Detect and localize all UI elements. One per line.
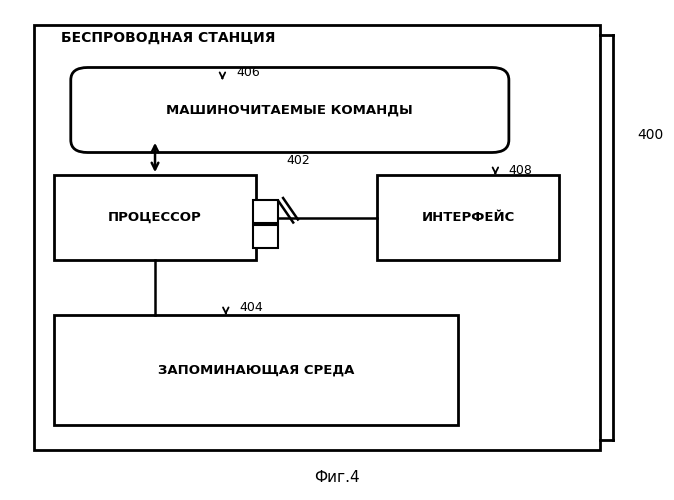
FancyBboxPatch shape [253,225,278,248]
FancyBboxPatch shape [253,200,278,222]
Text: 402: 402 [286,154,310,168]
FancyBboxPatch shape [54,175,256,260]
Text: Фиг.4: Фиг.4 [314,470,360,485]
Text: 400: 400 [637,128,663,142]
Text: 406: 406 [236,66,259,79]
FancyBboxPatch shape [377,175,559,260]
Text: 404: 404 [239,301,263,314]
Text: ЗАПОМИНАЮЩАЯ СРЕДА: ЗАПОМИНАЮЩАЯ СРЕДА [158,364,355,376]
Text: 408: 408 [509,164,532,176]
FancyBboxPatch shape [54,315,458,425]
Text: БЕСПРОВОДНАЯ СТАНЦИЯ: БЕСПРОВОДНАЯ СТАНЦИЯ [61,31,275,45]
Text: ИНТЕРФЕЙС: ИНТЕРФЕЙС [422,211,515,224]
FancyBboxPatch shape [71,68,509,152]
FancyBboxPatch shape [34,25,600,450]
Text: МАШИНОЧИТАЕМЫЕ КОМАНДЫ: МАШИНОЧИТАЕМЫЕ КОМАНДЫ [166,104,413,117]
Text: ПРОЦЕССОР: ПРОЦЕССОР [108,211,202,224]
